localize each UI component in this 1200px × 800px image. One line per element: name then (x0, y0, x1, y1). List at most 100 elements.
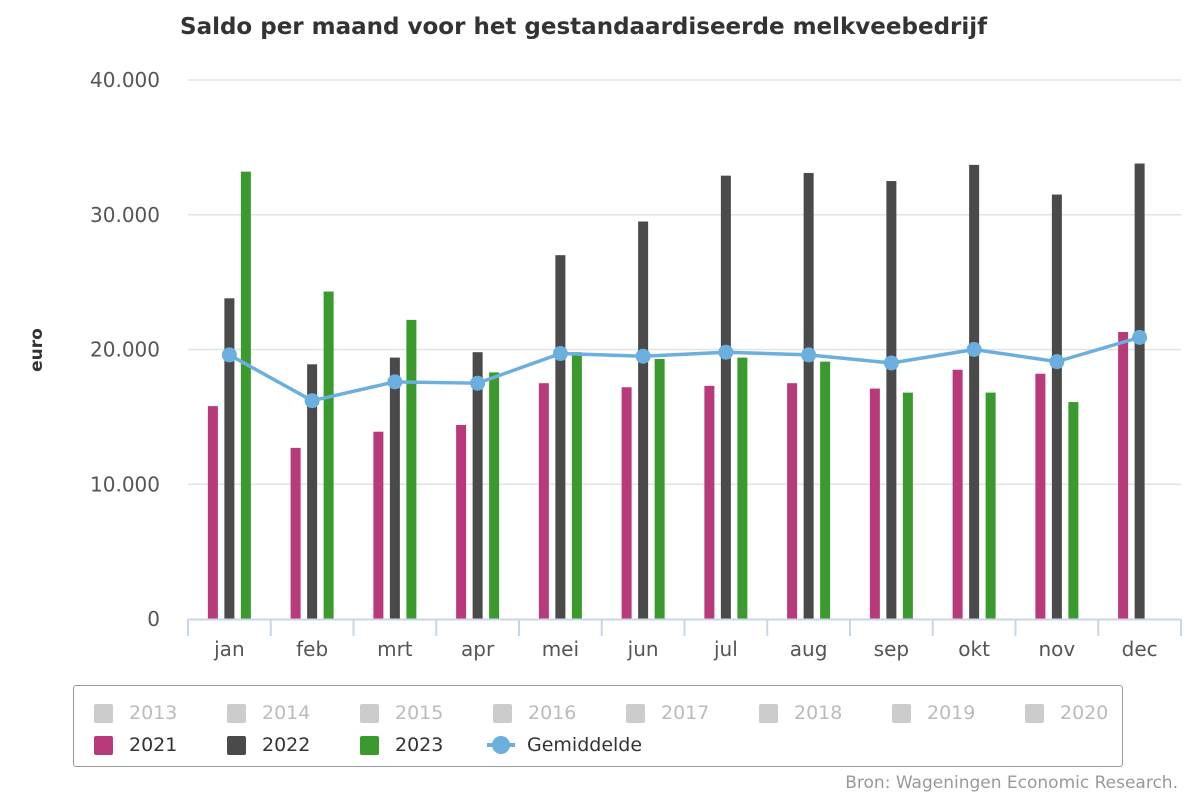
bar-2022-mrt[interactable] (389, 357, 400, 619)
legend-swatch-icon (892, 703, 911, 723)
x-axis: jan feb mrt apr mei jun jul aug sep okt nov dec (187, 618, 1182, 661)
bar-2023-mei[interactable] (571, 352, 582, 619)
legend-item-2022[interactable]: 2022 (227, 734, 310, 756)
legend-label: 2020 (1060, 702, 1109, 724)
average-point-apr[interactable] (470, 375, 486, 391)
legend-label: 2015 (395, 702, 444, 724)
average-point-jan[interactable] (221, 347, 237, 363)
legend-line-marker-icon (487, 736, 515, 754)
bar-2021-sep[interactable] (869, 388, 880, 619)
bar-2021-feb[interactable] (290, 447, 301, 619)
x-tick-label-okt: okt (958, 637, 990, 661)
bar-2023-jul[interactable] (737, 357, 748, 619)
bars (207, 163, 1145, 620)
bar-2022-aug[interactable] (803, 172, 814, 620)
legend-item-2014[interactable]: 2014 (227, 702, 310, 724)
bar-2022-okt[interactable] (969, 164, 980, 619)
legend-swatch-icon (360, 735, 379, 755)
legend-label: 2013 (129, 702, 178, 724)
bar-2023-apr[interactable] (489, 372, 500, 619)
x-tick-label-sep: sep (874, 637, 909, 661)
bar-2022-jun[interactable] (638, 221, 649, 620)
bar-2023-mrt[interactable] (406, 319, 417, 619)
legend-swatch-icon (360, 703, 379, 723)
x-tick-label-dec: dec (1122, 637, 1158, 661)
average-line (221, 329, 1148, 409)
y-tick-label: 20.000 (90, 338, 160, 362)
average-point-dec[interactable] (1132, 329, 1148, 345)
legend-label: 2022 (262, 734, 311, 756)
legend-swatch-icon (1025, 703, 1044, 723)
x-tick-label-apr: apr (461, 637, 495, 661)
average-point-mrt[interactable] (387, 374, 403, 390)
average-series-line (228, 335, 1141, 403)
average-point-feb[interactable] (304, 393, 320, 409)
bar-2022-dec[interactable] (1134, 163, 1145, 620)
legend-label: Gemiddelde (527, 734, 643, 756)
legend-item-2013[interactable]: 2013 (94, 702, 177, 724)
bar-2021-nov[interactable] (1035, 373, 1046, 619)
average-point-sep[interactable] (883, 355, 899, 371)
legend-label: 2021 (129, 734, 178, 756)
x-tick-label-feb: feb (296, 637, 328, 661)
legend-item-2015[interactable]: 2015 (360, 702, 443, 724)
bar-2022-feb[interactable] (307, 364, 318, 619)
legend-item-2018[interactable]: 2018 (759, 702, 842, 724)
legend-label: 2016 (528, 702, 577, 724)
legend-label: 2017 (661, 702, 710, 724)
legend-label: 2019 (927, 702, 976, 724)
x-tick-label-jul: jul (713, 637, 738, 661)
bar-2021-okt[interactable] (952, 369, 963, 619)
bar-2023-jan[interactable] (240, 171, 251, 619)
bar-2022-mei[interactable] (555, 255, 566, 620)
bar-2023-feb[interactable] (323, 291, 334, 619)
bar-2021-aug[interactable] (787, 383, 798, 619)
x-tick-label-jan: jan (213, 637, 245, 661)
bar-2021-mrt[interactable] (373, 431, 384, 619)
chart-title: Saldo per maand voor het gestandaardisee… (180, 14, 988, 40)
legend-item-2017[interactable]: 2017 (626, 702, 709, 724)
legend-item-2021[interactable]: 2021 (94, 734, 177, 756)
average-point-nov[interactable] (1049, 354, 1065, 370)
x-tick-label-jun: jun (627, 637, 659, 661)
y-axis-label: euro (27, 328, 47, 372)
legend-item-2019[interactable]: 2019 (892, 702, 975, 724)
bar-2023-okt[interactable] (985, 392, 996, 619)
bar-2021-jun[interactable] (621, 387, 632, 619)
legend: 2013 2014 2015 2016 2017 2018 2019 2020 2021 2022… (73, 685, 1123, 767)
x-tick-label-nov: nov (1039, 637, 1076, 661)
bar-2022-jul[interactable] (720, 175, 731, 620)
bar-2021-mei[interactable] (538, 383, 549, 619)
bar-2023-jun[interactable] (654, 358, 665, 619)
bar-2023-nov[interactable] (1068, 402, 1079, 619)
legend-label: 2014 (262, 702, 311, 724)
source-credit: Bron: Wageningen Economic Research. (845, 773, 1178, 793)
legend-swatch-icon (227, 703, 246, 723)
x-tick-label-mei: mei (542, 637, 579, 661)
bar-2022-jan[interactable] (224, 298, 235, 619)
bar-2022-sep[interactable] (886, 181, 897, 619)
legend-swatch-icon (759, 703, 778, 723)
average-point-jul[interactable] (718, 344, 734, 360)
average-point-jun[interactable] (635, 348, 651, 364)
average-point-mei[interactable] (552, 346, 568, 362)
average-point-okt[interactable] (966, 342, 982, 357)
bar-2021-apr[interactable] (456, 424, 467, 619)
bar-2021-jul[interactable] (704, 385, 715, 619)
legend-item-2023[interactable]: 2023 (360, 734, 443, 756)
x-tick-label-mrt: mrt (377, 637, 413, 661)
legend-item-2016[interactable]: 2016 (493, 702, 576, 724)
legend-label: 2023 (395, 734, 444, 756)
bar-2021-jan[interactable] (207, 406, 218, 619)
y-tick-label: 10.000 (90, 472, 160, 496)
legend-swatch-icon (626, 703, 645, 723)
legend-swatch-icon (227, 735, 246, 755)
bar-2022-nov[interactable] (1051, 194, 1062, 619)
bar-2023-sep[interactable] (902, 392, 913, 619)
bar-2022-apr[interactable] (472, 352, 483, 619)
bar-2023-aug[interactable] (820, 361, 831, 619)
average-point-aug[interactable] (801, 347, 817, 363)
legend-item-2020[interactable]: 2020 (1025, 702, 1108, 724)
bar-2021-dec[interactable] (1118, 331, 1129, 619)
legend-item-gemiddelde[interactable]: Gemiddelde (487, 734, 642, 756)
